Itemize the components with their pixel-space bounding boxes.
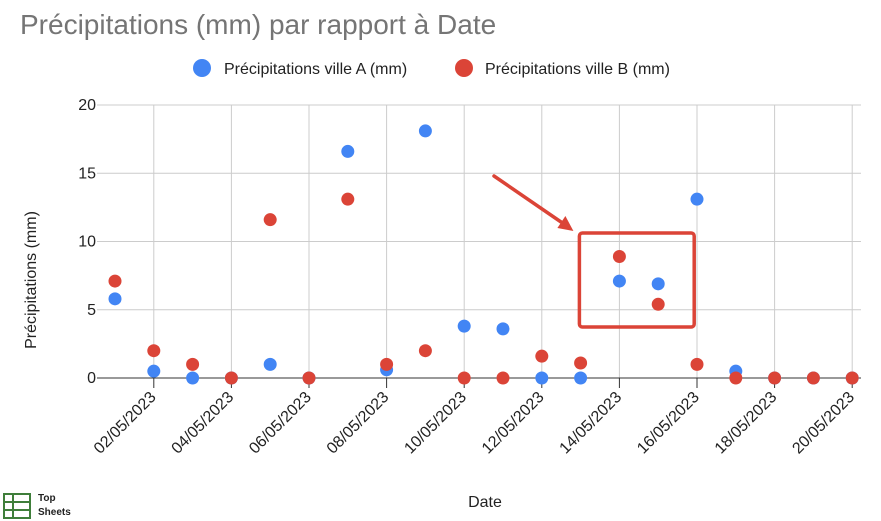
data-points (108, 124, 859, 385)
chart-title: Précipitations (mm) par rapport à Date (20, 9, 496, 40)
y-tick-label: 20 (78, 97, 96, 114)
x-tick-label: 12/05/2023 (479, 389, 548, 458)
highlight-box (577, 231, 696, 329)
x-tick-label: 02/05/2023 (91, 389, 160, 458)
y-axis-ticks: 0 5 10 15 20 (78, 97, 96, 387)
x-tick-label: 06/05/2023 (246, 389, 315, 458)
point-ville-a (651, 277, 665, 291)
x-axis-label: Date (468, 494, 502, 511)
point-ville-b (612, 250, 626, 264)
x-tick-label: 10/05/2023 (401, 389, 470, 458)
point-ville-a (186, 371, 200, 385)
legend-label: Précipitations ville B (mm) (485, 61, 670, 78)
point-ville-a (574, 371, 588, 385)
point-ville-b (768, 371, 782, 385)
point-ville-b (806, 371, 820, 385)
point-ville-b (186, 357, 200, 371)
point-ville-b (690, 357, 704, 371)
logo-text: Top Sheets (38, 492, 71, 520)
logo-line1: Top (38, 493, 56, 504)
x-tick-label: 18/05/2023 (712, 389, 781, 458)
point-ville-a (341, 144, 355, 158)
point-ville-b (845, 371, 859, 385)
arrow-head (557, 216, 574, 231)
x-tick-label: 08/05/2023 (324, 389, 393, 458)
x-tick-label: 04/05/2023 (169, 389, 238, 458)
point-ville-b (418, 344, 432, 358)
point-ville-a (690, 192, 704, 206)
y-tick-label: 15 (78, 165, 96, 182)
point-ville-b (574, 356, 588, 370)
highlight-annotation (492, 174, 696, 329)
point-ville-a (108, 292, 122, 306)
legend-marker (193, 59, 211, 77)
point-ville-b (302, 371, 316, 385)
x-tick-label: 20/05/2023 (789, 389, 858, 458)
legend: Précipitations ville A (mm) Précipitation… (193, 59, 670, 78)
x-axis-ticks: 02/05/2023 04/05/2023 06/05/2023 08/05/2023… (91, 377, 861, 458)
y-tick-label: 0 (87, 370, 96, 387)
point-ville-a (612, 274, 626, 288)
point-ville-b (108, 274, 122, 288)
point-ville-b (457, 371, 471, 385)
point-ville-a (147, 364, 161, 378)
point-ville-b (147, 344, 161, 358)
gridlines (97, 104, 861, 379)
logo-icon (3, 493, 31, 519)
point-ville-b (263, 213, 277, 227)
y-tick-label: 10 (78, 234, 96, 251)
point-ville-b (651, 297, 665, 311)
point-ville-a (418, 124, 432, 138)
point-ville-b (380, 357, 394, 371)
legend-marker (455, 59, 473, 77)
x-tick-label: 16/05/2023 (634, 389, 703, 458)
legend-label: Précipitations ville A (mm) (224, 61, 407, 78)
point-ville-a (263, 357, 277, 371)
point-ville-b (341, 192, 355, 206)
arrow-shaft (492, 174, 568, 227)
point-ville-a (535, 371, 549, 385)
y-tick-label: 5 (87, 302, 96, 319)
logo-line2: Sheets (38, 507, 71, 518)
point-ville-b (496, 371, 510, 385)
y-axis-label: Précipitations (mm) (23, 211, 40, 349)
x-tick-label: 14/05/2023 (557, 389, 626, 458)
point-ville-a (496, 322, 510, 336)
top-sheets-logo (3, 493, 31, 519)
point-ville-b (729, 371, 743, 385)
point-ville-a (457, 319, 471, 333)
point-ville-b (535, 349, 549, 363)
point-ville-b (224, 371, 238, 385)
